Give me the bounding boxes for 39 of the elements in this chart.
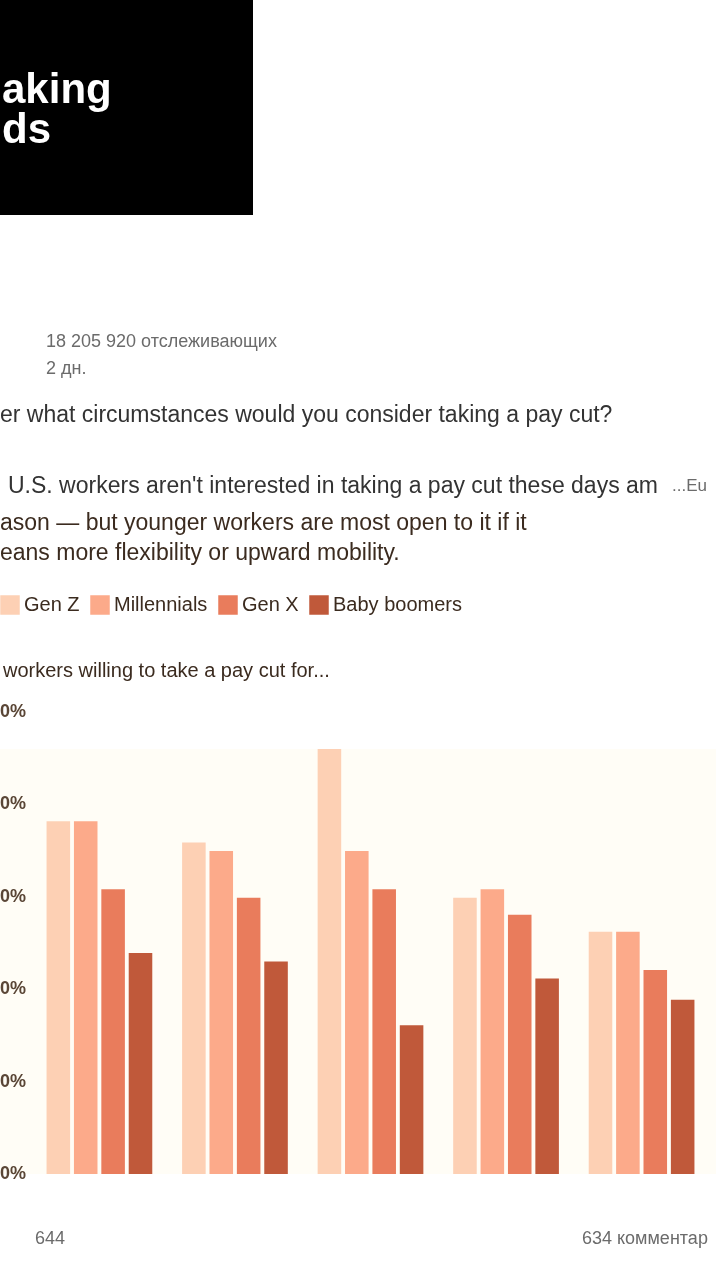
bar <box>317 749 342 1174</box>
annotation: 0% <box>0 1163 27 1183</box>
legend-label: Millennials <box>114 593 208 615</box>
bar <box>236 897 261 1174</box>
bar <box>670 999 695 1174</box>
text: 0% <box>0 701 27 721</box>
bar <box>616 931 640 1174</box>
bar <box>535 978 559 1174</box>
bar <box>46 821 71 1174</box>
legend-label: Gen X <box>242 593 299 615</box>
bar <box>128 953 153 1174</box>
bar <box>101 889 125 1174</box>
bar <box>399 1025 424 1174</box>
bar <box>182 842 206 1174</box>
bar <box>73 821 98 1174</box>
annotation: 0% <box>0 978 27 999</box>
bar <box>480 889 505 1174</box>
bar <box>345 851 369 1174</box>
text: 18 205 920 отслеживающих <box>46 331 277 351</box>
legend-label: Gen Z <box>24 593 80 615</box>
annotation: 0% <box>0 1070 27 1091</box>
bar <box>588 931 613 1174</box>
y-axis-title: workers willing to take a pay cut for... <box>2 659 330 681</box>
chart-title: ason — but younger workers are most open to it if it eans more flexibility or upward mobility. <box>0 509 528 565</box>
annotation: 0% <box>0 793 27 814</box>
bar <box>264 961 288 1174</box>
legend-label: Baby boomers <box>333 593 462 615</box>
text: 644 <box>35 1228 66 1248</box>
bar <box>507 914 532 1174</box>
annotation: 0% <box>0 885 27 906</box>
bar <box>209 851 234 1174</box>
text: ...Eu <box>672 476 707 495</box>
text: er what circumstances would you consider taking a pay cut? <box>0 401 613 427</box>
bar <box>453 897 477 1174</box>
text: 634 комментар <box>582 1228 708 1248</box>
bar <box>372 889 396 1174</box>
text: U.S. workers aren't interested in taking a pay cut these days am <box>8 472 658 498</box>
bar <box>643 970 668 1174</box>
text: 2 дн. <box>46 358 87 378</box>
